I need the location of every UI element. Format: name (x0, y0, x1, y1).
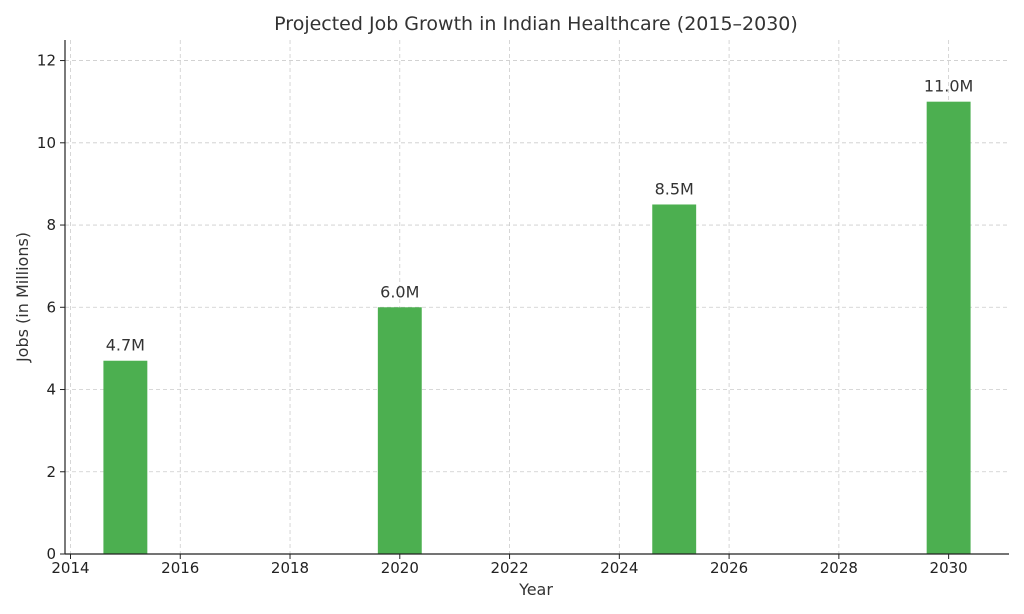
bars (103, 101, 971, 555)
x-tick-label: 2028 (820, 559, 858, 577)
ticks: 2014 2016 2018 2020 2022 2024 2026 2028 2030 0 2 4 6… (37, 52, 968, 577)
grid-lines (65, 40, 1009, 555)
y-axis-label: Jobs (in Millions) (13, 232, 32, 363)
x-tick-label: 2018 (271, 559, 309, 577)
data-label-2030: 11.0M (924, 77, 973, 96)
bar-2015 (103, 360, 148, 554)
bar-2030 (926, 101, 971, 555)
y-tick-label: 2 (46, 463, 56, 481)
y-tick-label: 6 (46, 298, 56, 316)
data-labels: 4.7M 6.0M 8.5M 11.0M (106, 77, 974, 355)
bar-2020 (377, 307, 422, 554)
y-tick-label: 0 (46, 545, 56, 563)
chart-title: Projected Job Growth in Indian Healthcar… (274, 13, 798, 35)
data-label-2025: 8.5M (655, 179, 694, 198)
x-tick-label: 2030 (930, 559, 968, 577)
y-tick-label: 10 (37, 134, 56, 152)
bar-2025 (652, 204, 697, 555)
x-tick-label: 2020 (381, 559, 419, 577)
x-tick-label: 2026 (710, 559, 748, 577)
x-tick-label: 2014 (51, 559, 89, 577)
y-tick-label: 12 (37, 52, 56, 70)
x-tick-label: 2024 (600, 559, 638, 577)
data-label-2020: 6.0M (380, 282, 419, 301)
x-tick-label: 2022 (490, 559, 528, 577)
data-label-2015: 4.7M (106, 336, 145, 355)
x-axis-label: Year (518, 580, 553, 599)
y-tick-label: 4 (46, 381, 56, 399)
axes (64, 40, 1009, 555)
x-tick-label: 2016 (161, 559, 199, 577)
y-tick-label: 8 (46, 216, 56, 234)
